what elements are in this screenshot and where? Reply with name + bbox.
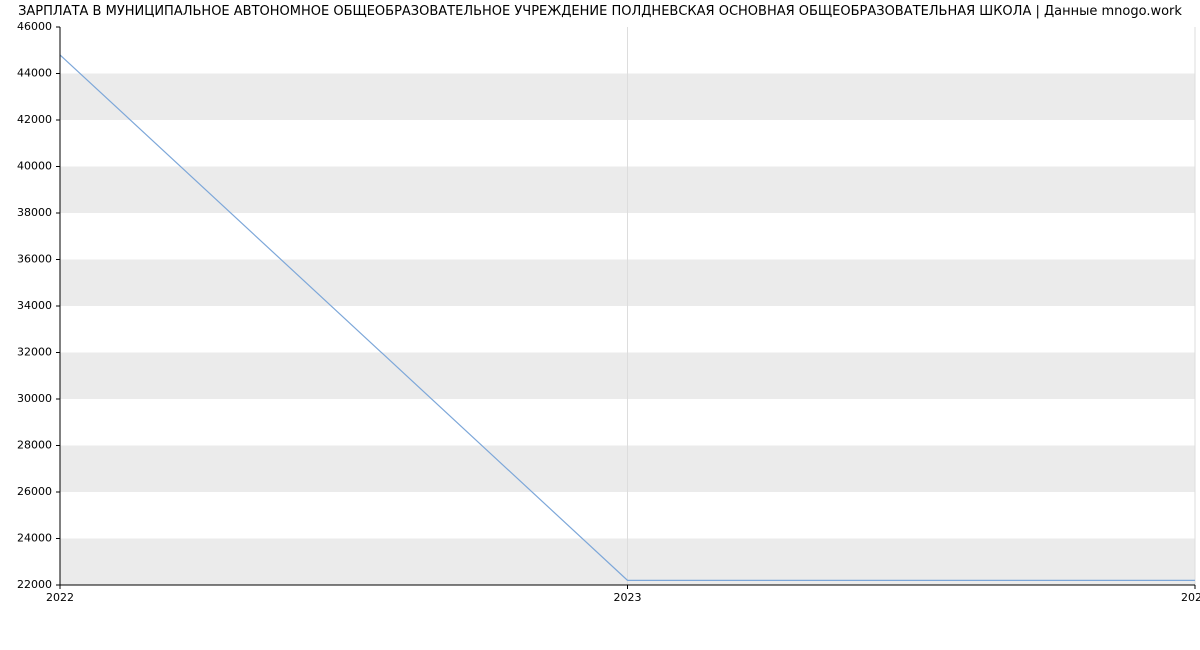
y-tick-label: 26000 — [17, 485, 52, 498]
y-tick-label: 42000 — [17, 113, 52, 126]
y-tick-label: 38000 — [17, 206, 52, 219]
x-tick-label: 2024 — [1181, 591, 1200, 604]
y-tick-label: 24000 — [17, 532, 52, 545]
x-tick-label: 2022 — [46, 591, 74, 604]
y-tick-label: 40000 — [17, 160, 52, 173]
y-tick-label: 44000 — [17, 67, 52, 80]
y-tick-label: 22000 — [17, 578, 52, 591]
y-tick-label: 34000 — [17, 299, 52, 312]
x-tick-label: 2023 — [614, 591, 642, 604]
y-tick-label: 36000 — [17, 253, 52, 266]
chart-svg: 22000 24000 26000 28000 30000 32000 34000 36000… — [0, 0, 1200, 650]
y-tick-label: 46000 — [17, 20, 52, 33]
y-tick-label: 32000 — [17, 346, 52, 359]
y-tick-label: 30000 — [17, 392, 52, 405]
chart-title: ЗАРПЛАТА В МУНИЦИПАЛЬНОЕ АВТОНОМНОЕ ОБЩЕ… — [0, 4, 1200, 19]
chart-container: ЗАРПЛАТА В МУНИЦИПАЛЬНОЕ АВТОНОМНОЕ ОБЩЕ… — [0, 0, 1200, 650]
y-tick-label: 28000 — [17, 439, 52, 452]
